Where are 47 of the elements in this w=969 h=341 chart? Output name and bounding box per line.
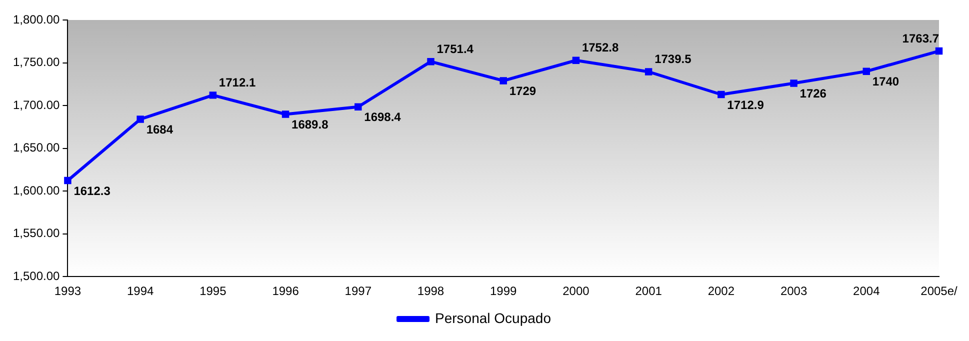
point	[644, 68, 652, 76]
point	[282, 110, 290, 118]
y-tick-label: 1,650.00	[12, 140, 60, 155]
point	[354, 103, 362, 111]
data-label: 1752.8	[582, 40, 619, 55]
data-label: 1729	[509, 84, 536, 98]
x-tick-label: 2004	[853, 284, 880, 298]
point	[935, 47, 943, 55]
data-label: 1684	[146, 122, 174, 137]
data-label: 1751.4	[436, 42, 474, 56]
data-label: 1712.1	[218, 75, 256, 90]
legend-label: Personal Ocupado	[435, 310, 552, 326]
x-tick-label: 2003	[780, 284, 808, 298]
point	[427, 58, 434, 66]
data-label: 1712.9	[727, 98, 764, 112]
y-tick-label: 1,600.00	[12, 183, 60, 198]
point	[209, 92, 217, 99]
x-tick-label: 2000	[562, 284, 590, 298]
data-label: 1763.7	[902, 31, 940, 46]
point	[572, 56, 580, 64]
y-tick-label: 1,500.00	[12, 268, 60, 283]
point	[136, 116, 144, 123]
data-label: 1689.8	[292, 118, 329, 132]
y-tick-label: 1,550.00	[12, 226, 60, 240]
data-label: 1739.5	[654, 52, 692, 66]
point	[718, 90, 725, 98]
point	[500, 77, 507, 84]
x-tick-label: 1993	[54, 284, 82, 298]
data-label: 1612.3	[74, 184, 111, 198]
point	[862, 68, 870, 75]
x-tick-label: 1999	[490, 284, 518, 298]
x-tick-label: 1995	[200, 284, 227, 298]
x-tick-label: 2005e/	[920, 284, 958, 298]
x-tick-label: 1997	[344, 284, 372, 298]
data-label: 1740	[872, 74, 900, 89]
point	[64, 176, 72, 184]
y-tick-label: 1,700.00	[12, 98, 60, 112]
x-tick-label: 1994	[126, 284, 154, 298]
data-label: 1726	[800, 86, 827, 101]
x-tick-label: 2002	[708, 284, 735, 298]
point	[790, 80, 798, 87]
data-label: 1698.4	[364, 110, 402, 124]
x-tick-label: 1996	[272, 284, 300, 298]
x-tick-label: 1998	[417, 284, 444, 298]
y-tick-label: 1,800.00	[12, 12, 60, 26]
y-tick-label: 1,750.00	[12, 55, 60, 70]
x-tick-label: 2001	[635, 284, 662, 298]
